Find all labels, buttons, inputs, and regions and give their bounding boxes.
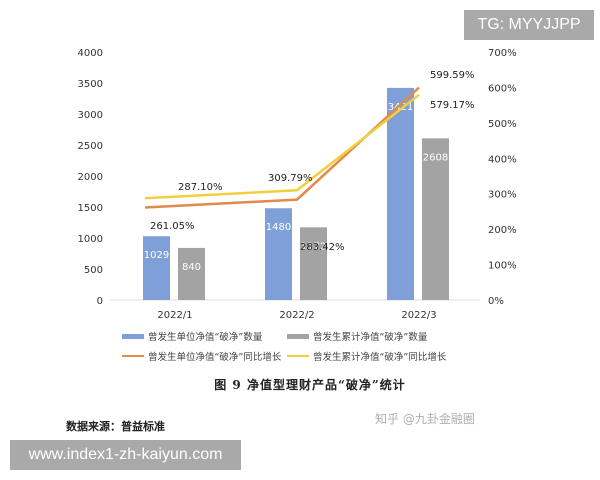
left-axis-tick: 4000 — [78, 48, 103, 59]
right-axis-tick: 600% — [488, 83, 517, 94]
line-value-label: 309.79% — [268, 173, 313, 184]
watermark-url: www.index1-zh-kaiyun.com — [10, 440, 241, 470]
line-series — [144, 93, 420, 200]
legend-label: 曾发生累计净值“破净”同比增长 — [313, 351, 447, 363]
bar-value-label: 840 — [182, 262, 201, 273]
bar-value-label: 2608 — [423, 152, 448, 163]
left-axis-tick: 3000 — [78, 110, 103, 121]
bar — [143, 236, 170, 300]
line-value-label: 579.17% — [430, 100, 475, 111]
left-axis-tick: 2000 — [78, 172, 103, 183]
line-series — [144, 86, 420, 209]
legend-label: 曾发生单位净值“破净”同比增长 — [148, 351, 282, 363]
legend-label: 曾发生单位净值“破净”数量 — [148, 331, 263, 343]
bar-value-label: 1172 — [301, 241, 326, 252]
line-value-label: 283.42% — [300, 242, 345, 253]
bar-value-label: 1480 — [266, 222, 291, 233]
line-value-label: 287.10% — [178, 182, 223, 193]
bar — [300, 227, 327, 300]
right-axis-tick: 0% — [488, 296, 504, 307]
legend-swatch — [122, 334, 144, 339]
line-value-label: 599.59% — [430, 70, 475, 81]
right-axis-tick: 300% — [488, 190, 517, 201]
bar — [178, 247, 205, 300]
left-axis-tick: 1000 — [78, 234, 103, 245]
left-axis-tick: 3500 — [78, 79, 103, 90]
legend-swatch — [287, 334, 309, 339]
bar-value-label: 1029 — [144, 250, 169, 261]
left-axis-tick: 1500 — [78, 203, 103, 214]
right-axis-tick: 200% — [488, 225, 517, 236]
right-axis-tick: 100% — [488, 261, 517, 272]
right-axis-tick: 500% — [488, 119, 517, 130]
bar-value-label: 3421 — [388, 102, 413, 113]
bar — [422, 138, 449, 300]
bar — [387, 87, 414, 300]
combo-chart: 0 500 1000 1500 2000 2500 3000 3500 4000 0% 100% 20… — [78, 48, 517, 363]
left-axis-tick: 0 — [97, 296, 103, 307]
left-axis-tick: 2500 — [78, 141, 103, 152]
watermark-tg: TG: MYYJJPP — [464, 10, 594, 40]
right-axis-tick: 700% — [488, 48, 517, 59]
left-axis-tick: 500 — [84, 265, 103, 276]
category-label: 2022/3 — [401, 310, 436, 321]
category-label: 2022/1 — [157, 310, 192, 321]
right-axis-tick: 400% — [488, 154, 517, 165]
watermark-zhihu: 知乎 @九卦金融圈 — [375, 412, 475, 426]
category-label: 2022/2 — [279, 310, 314, 321]
figure-caption: 图 9 净值型理财产品“破净”统计 — [214, 378, 406, 392]
line-value-label: 261.05% — [150, 221, 195, 232]
data-source: 数据来源：普益标准 — [66, 420, 165, 433]
legend-label: 曾发生累计净值“破净”数量 — [313, 331, 428, 343]
bar — [265, 208, 292, 300]
